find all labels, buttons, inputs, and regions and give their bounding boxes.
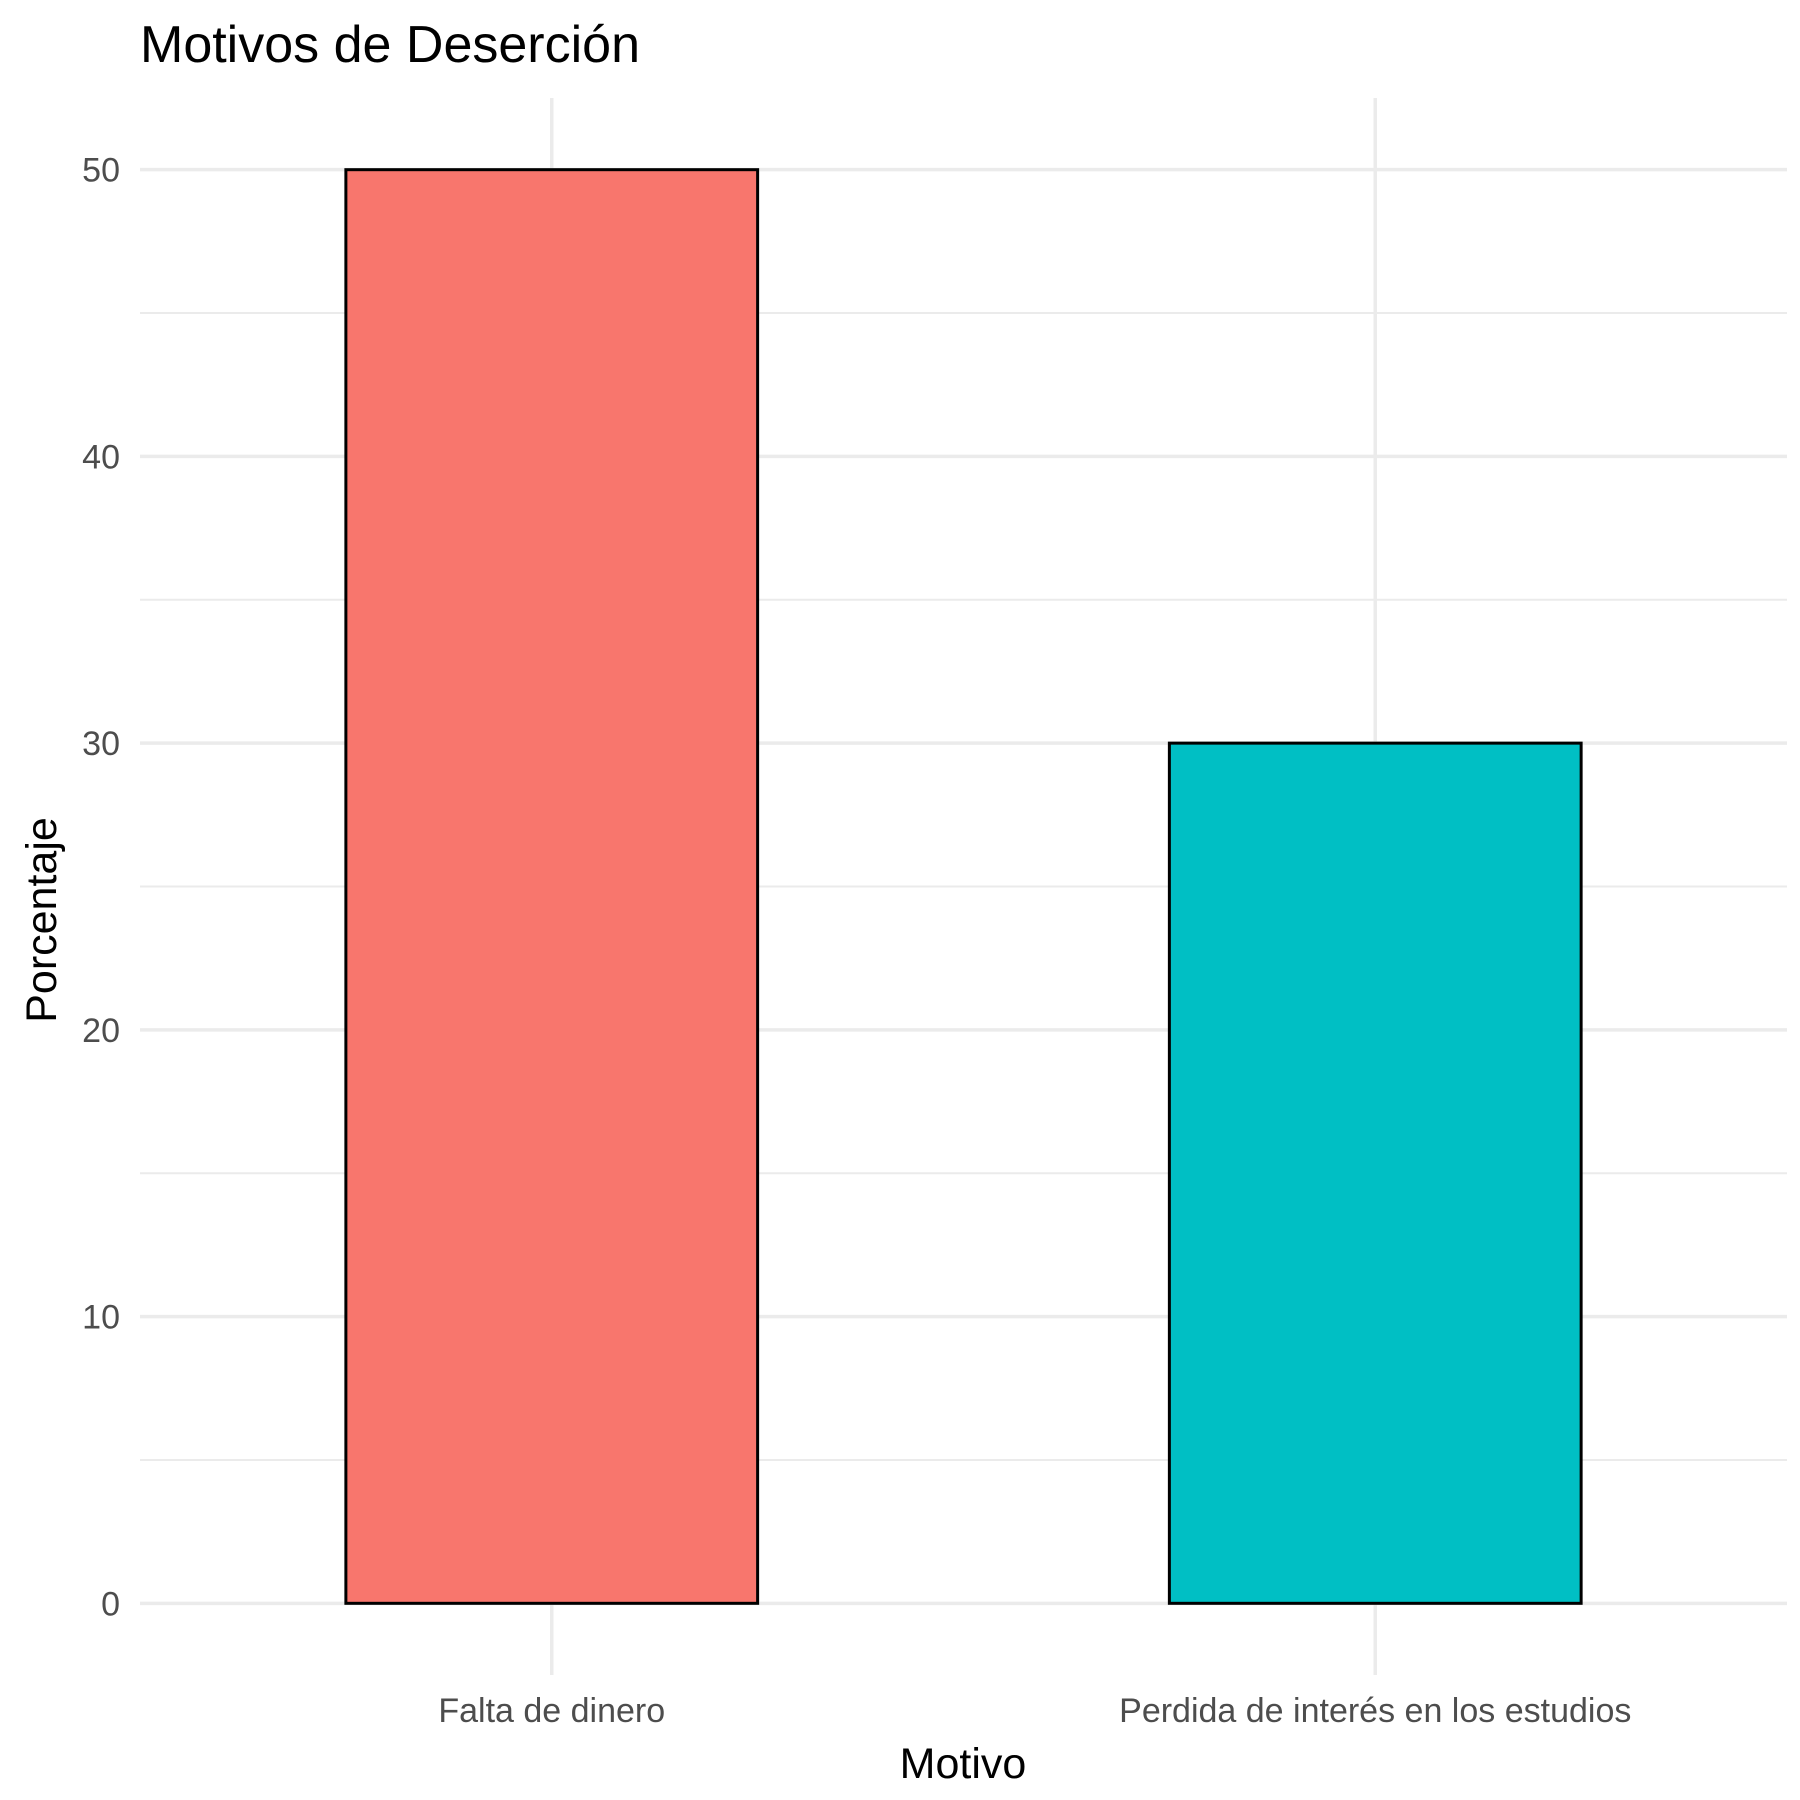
x-tick-label: Falta de dinero [438, 1692, 665, 1730]
y-axis-title: Porcentaje [18, 817, 66, 1023]
y-tick-label: 10 [82, 1299, 120, 1337]
y-tick-label: 20 [82, 1012, 120, 1050]
y-tick-label: 50 [82, 152, 120, 190]
x-tick-label: Perdida de interés en los estudios [1119, 1692, 1631, 1730]
y-tick-label: 0 [101, 1585, 120, 1623]
bar [1167, 741, 1583, 1605]
bar [344, 168, 760, 1605]
bars [344, 168, 1583, 1605]
chart-title: Motivos de Deserción [140, 16, 640, 74]
x-axis-ticks: Falta de dinero Perdida de interés en los… [438, 1692, 1631, 1730]
y-tick-label: 40 [82, 438, 120, 476]
x-axis-title: Motivo [900, 1740, 1027, 1788]
y-axis-ticks: 0 10 20 30 40 50 [82, 152, 120, 1624]
y-tick-label: 30 [82, 725, 120, 763]
